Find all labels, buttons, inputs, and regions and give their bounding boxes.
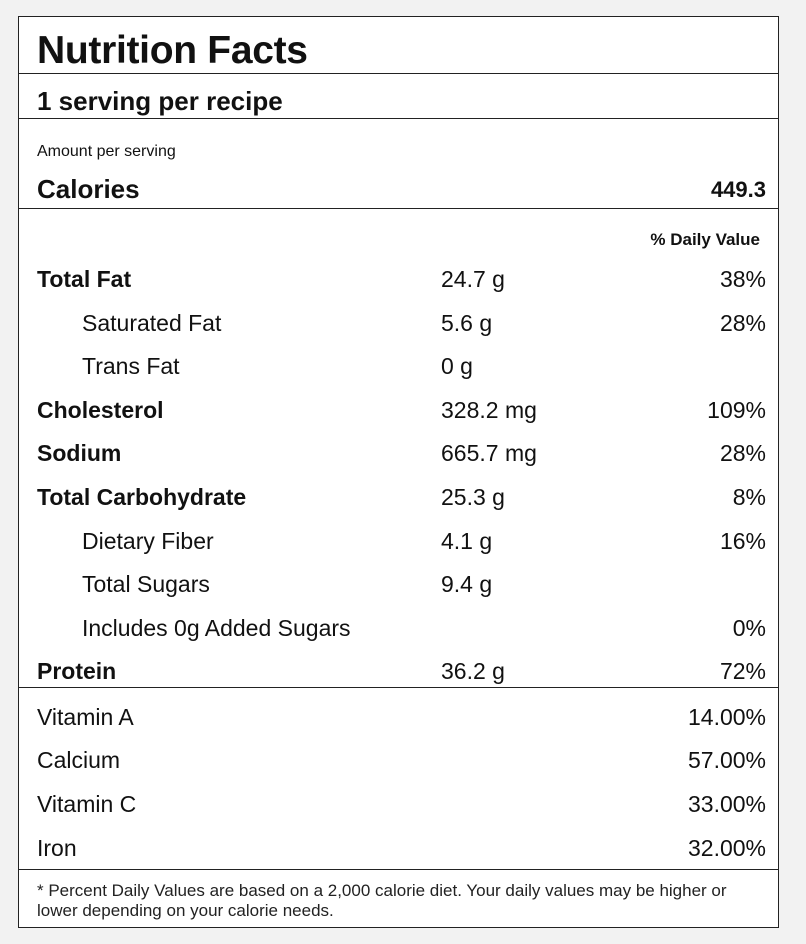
label-title: Nutrition Facts (37, 29, 308, 72)
nutrient-daily-value: 72% (719, 658, 766, 684)
nutrient-name: Total Fat (37, 266, 132, 292)
nutrient-row-cholesterol: Cholesterol 328.2 mg 109% (19, 395, 778, 425)
vitamin-row-vitamin-a: Vitamin A 14.00% (19, 702, 778, 732)
nutrient-name: Dietary Fiber (82, 528, 214, 554)
servings-per-recipe: 1 serving per recipe (37, 86, 283, 116)
nutrient-name: Trans Fat (82, 353, 180, 379)
daily-value-footnote: * Percent Daily Values are based on a 2,… (37, 881, 727, 920)
nutrient-name: Saturated Fat (82, 310, 222, 336)
vitamin-name: Iron (37, 835, 77, 861)
divider (19, 869, 778, 870)
nutrient-row-total-fat: Total Fat 24.7 g 38% (19, 264, 778, 294)
nutrient-amount: 5.6 g (441, 310, 493, 336)
calories-value: 449.3 (710, 177, 766, 202)
nutrient-daily-value: 8% (732, 484, 766, 510)
nutrient-amount: 25.3 g (441, 484, 505, 510)
nutrient-daily-value: 16% (719, 528, 766, 554)
nutrient-row-added-sugars: Includes 0g Added Sugars 0% (19, 613, 778, 643)
nutrient-amount: 4.1 g (441, 528, 493, 554)
divider (19, 208, 778, 209)
nutrient-amount: 36.2 g (441, 658, 505, 684)
nutrient-name: Cholesterol (37, 397, 164, 423)
nutrient-daily-value: 28% (719, 310, 766, 336)
nutrient-daily-value: 109% (707, 397, 766, 423)
nutrient-name: Total Carbohydrate (37, 484, 247, 510)
nutrition-facts-label: Nutrition Facts 1 serving per recipe Amo… (18, 16, 779, 928)
nutrient-row-total-carbohydrate: Total Carbohydrate 25.3 g 8% (19, 482, 778, 512)
nutrient-amount: 328.2 mg (441, 397, 537, 423)
nutrient-amount: 24.7 g (441, 266, 505, 292)
vitamin-row-calcium: Calcium 57.00% (19, 745, 778, 775)
nutrient-name: Total Sugars (82, 571, 210, 597)
divider (19, 73, 778, 74)
divider (19, 118, 778, 119)
nutrient-daily-value: 0% (732, 615, 766, 641)
calories-label: Calories (37, 174, 140, 204)
vitamin-daily-value: 33.00% (687, 791, 766, 817)
vitamin-row-vitamin-c: Vitamin C 33.00% (19, 789, 778, 819)
nutrient-name: Sodium (37, 440, 122, 466)
daily-value-header: % Daily Value (650, 230, 760, 249)
vitamin-daily-value: 32.00% (687, 835, 766, 861)
nutrient-row-dietary-fiber: Dietary Fiber 4.1 g 16% (19, 526, 778, 556)
amount-per-serving: Amount per serving (37, 143, 176, 160)
nutrient-daily-value: 28% (719, 440, 766, 466)
nutrient-name: Protein (37, 658, 117, 684)
nutrient-row-saturated-fat: Saturated Fat 5.6 g 28% (19, 308, 778, 338)
vitamin-daily-value: 57.00% (687, 747, 766, 773)
nutrient-amount: 9.4 g (441, 571, 493, 597)
nutrient-daily-value: 38% (719, 266, 766, 292)
nutrient-row-total-sugars: Total Sugars 9.4 g (19, 569, 778, 599)
nutrient-name: Includes 0g Added Sugars (82, 615, 351, 641)
nutrient-row-trans-fat: Trans Fat 0 g (19, 351, 778, 381)
nutrient-amount: 665.7 mg (441, 440, 537, 466)
nutrient-row-protein: Protein 36.2 g 72% (19, 656, 778, 686)
vitamin-daily-value: 14.00% (687, 704, 766, 730)
vitamin-name: Vitamin C (37, 791, 137, 817)
vitamin-row-iron: Iron 32.00% (19, 833, 778, 863)
vitamin-name: Calcium (37, 747, 121, 773)
nutrient-amount: 0 g (441, 353, 473, 379)
vitamin-name: Vitamin A (37, 704, 134, 730)
nutrient-row-sodium: Sodium 665.7 mg 28% (19, 438, 778, 468)
divider (19, 687, 778, 688)
